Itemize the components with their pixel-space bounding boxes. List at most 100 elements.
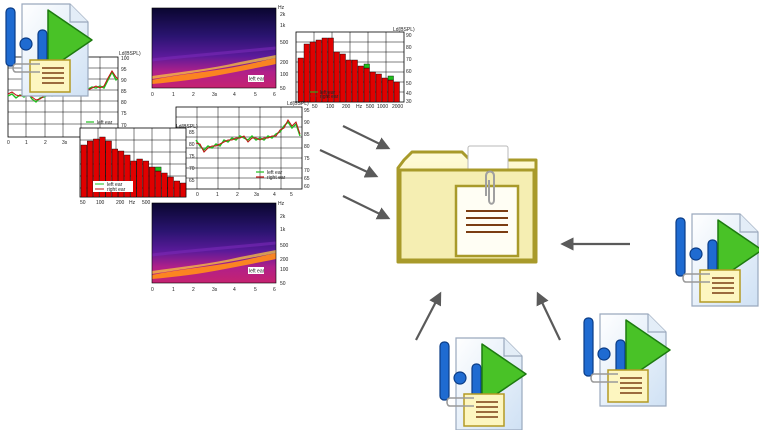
bar-chart-1-xtick: 100 <box>326 104 335 110</box>
bar-chart-1-unit: Ld(BSPL) <box>393 27 415 33</box>
line-chart-2-left-unit: Ld(BSPL) <box>176 124 198 130</box>
line-chart-1-xtick: 3s <box>62 140 68 146</box>
spectrogram-1-xtick: 4 <box>233 92 236 98</box>
bar-chart-2-xtick: 200 <box>116 200 125 206</box>
line-chart-2-ytick: 75 <box>304 156 310 162</box>
line-chart-2-xtick: 0 <box>196 192 199 198</box>
line-chart-2-left-ytick: 70 <box>189 166 195 172</box>
bars2-bar <box>117 150 125 198</box>
bar-chart-2-legend: left ear <box>107 182 123 188</box>
line-chart-2-ytick: 70 <box>304 168 310 174</box>
spectrogram-1-ytick: 1k <box>280 23 286 29</box>
spectrogram-2-ytick: 50 <box>280 281 286 287</box>
line-chart-1-xtick: 1 <box>25 140 28 146</box>
line-chart-2-xtick: 4 <box>273 192 276 198</box>
bar-chart-1-ytick: 30 <box>406 99 412 105</box>
line-chart-2-ytick: 85 <box>304 132 310 138</box>
spectrogram-2-xtick: 4 <box>233 287 236 293</box>
spectrogram-1-xtick: 6 <box>273 92 276 98</box>
bars2-bar <box>148 166 156 198</box>
line-chart-2-left-ytick: 75 <box>189 154 195 160</box>
spectrogram-1-xtick: 1 <box>172 92 175 98</box>
bars2-bar <box>155 170 162 198</box>
bar-chart-1: left ear right ear Ld(BSPL) 90 80 70 60 … <box>295 27 415 110</box>
bars2-bar <box>124 154 131 198</box>
bar-chart-2-legend: right ear <box>107 187 126 193</box>
line-chart-1-legend: left ear <box>97 120 113 126</box>
spectrogram-2-ytick: 1k <box>280 227 286 233</box>
spectrogram-2-xtick: 5 <box>254 287 257 293</box>
line-chart-2-ytick: 80 <box>304 144 310 150</box>
bars1-bar <box>315 39 322 103</box>
recording-file-icon[interactable] <box>5 3 93 97</box>
spectrogram-2-xtick: 3s <box>212 287 218 293</box>
bars2-bar <box>99 136 106 198</box>
arrow-file-to-folder <box>415 291 442 341</box>
bars2-bar <box>86 140 94 198</box>
spectrogram-1-ytick: 200 <box>280 60 289 66</box>
bars1-bar <box>393 81 400 103</box>
bars1-bar <box>381 77 388 103</box>
spectrogram-2-xtick: 0 <box>151 287 154 293</box>
line-chart-1-ytick: 100 <box>121 56 130 62</box>
spectrogram-1-unit: Hz <box>278 5 285 11</box>
spectrogram-2-xtick: 6 <box>273 287 276 293</box>
bars1-bar <box>321 37 328 103</box>
spectrogram-1-ytick: 500 <box>280 40 289 46</box>
bars1-bar <box>345 59 352 103</box>
bar-chart-1-bars <box>297 37 400 103</box>
line-chart-2-xtick: 2 <box>236 192 239 198</box>
bar-chart-2: left ear right ear 50 100 200 Hz 500 <box>79 127 187 206</box>
spectrogram-1-xtick: 0 <box>151 92 154 98</box>
spectrogram-1-ytick: 100 <box>280 72 289 78</box>
line-chart-1-ytick: 70 <box>121 123 127 129</box>
spectrogram-2-ytick: 500 <box>280 243 289 249</box>
bars1-bar <box>351 59 358 103</box>
bars1-bar <box>369 71 376 103</box>
spectrogram-2-unit: Hz <box>278 201 285 207</box>
bar-chart-1-ytick: 60 <box>406 69 412 75</box>
recording-file-icon[interactable] <box>583 313 671 407</box>
line-chart-2: left ear right ear Ld(BSPL) Ld(BSPL) 95 … <box>175 101 310 198</box>
bars2-bar-cap <box>155 166 162 172</box>
spectrogram-2-ytick: 200 <box>280 257 289 263</box>
spectrogram-1-ytick: 2k <box>280 12 286 18</box>
spectrogram-1-xtick: 3s <box>212 92 218 98</box>
bars2-bar <box>111 148 118 198</box>
bars1-bar <box>333 51 340 103</box>
bars2-bar <box>136 158 143 198</box>
bar-chart-1-xtick: 2000 <box>392 104 403 110</box>
line-chart-2-ytick: 65 <box>304 176 310 182</box>
line-chart-2-ytick: 60 <box>304 184 310 190</box>
line-chart-1-ytick: 95 <box>121 67 127 73</box>
bars1-bar-cap <box>363 63 370 69</box>
bar-chart-2-xtick: 500 <box>142 200 151 206</box>
line-chart-1-ytick: 80 <box>121 100 127 106</box>
bars2-bar <box>105 140 112 198</box>
spectrogram-2-xtick: 1 <box>172 287 175 293</box>
line-chart-2-xtick: 3s <box>254 192 260 198</box>
bars1-bar <box>339 53 346 103</box>
line-chart-2-left-ytick: 80 <box>189 142 195 148</box>
spectrogram-1-xtick: 5 <box>254 92 257 98</box>
folder-icon[interactable] <box>396 145 538 264</box>
line-chart-2-xtick: 5 <box>290 192 293 198</box>
spectrogram-1-ytick: 50 <box>280 86 286 92</box>
line-chart-1-unit: Ld(BSPL) <box>119 51 141 57</box>
bars2-bar <box>93 138 100 198</box>
line-chart-1-xtick: 2 <box>44 140 47 146</box>
spectrogram-1-xtick: 2 <box>192 92 195 98</box>
line-chart-2-xtick: 1 <box>216 192 219 198</box>
bar-chart-2-xtick: Hz <box>129 200 136 206</box>
spectrogram-2-ytick: 2k <box>280 214 286 220</box>
recording-file-icon[interactable] <box>675 213 759 307</box>
bar-chart-1-ytick: 90 <box>406 33 412 39</box>
bar-chart-2-xtick: 50 <box>80 200 86 206</box>
arrows <box>319 125 630 341</box>
recording-file-icon[interactable] <box>439 337 527 430</box>
bars1-bar <box>387 79 394 103</box>
line-chart-1-xtick: 0 <box>7 140 10 146</box>
bars2-bar <box>80 144 87 198</box>
arrow-chart-to-folder <box>319 149 379 178</box>
bars1-bar <box>357 65 364 103</box>
